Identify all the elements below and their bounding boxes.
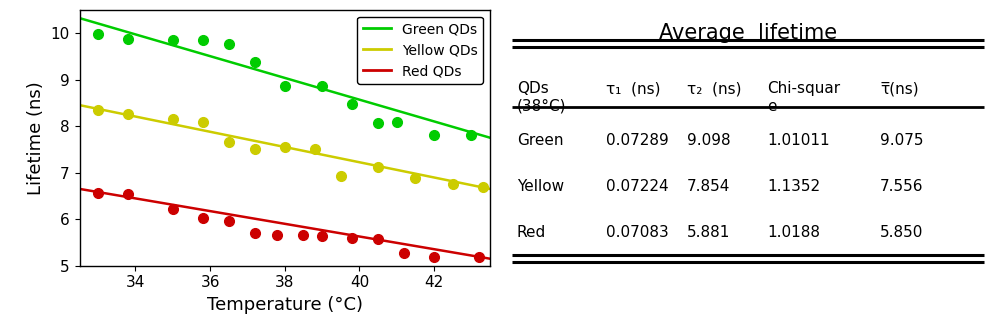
Text: τ₁  (ns): τ₁ (ns) bbox=[606, 81, 661, 96]
Text: 0.07289: 0.07289 bbox=[606, 133, 669, 147]
Text: Average  lifetime: Average lifetime bbox=[659, 23, 837, 42]
Text: Chi-squar
e: Chi-squar e bbox=[767, 81, 840, 114]
Text: 7.556: 7.556 bbox=[881, 179, 923, 194]
Text: 9.098: 9.098 bbox=[687, 133, 731, 147]
Text: 5.881: 5.881 bbox=[687, 225, 730, 240]
Text: τ₂  (ns): τ₂ (ns) bbox=[687, 81, 742, 96]
Text: 7.854: 7.854 bbox=[687, 179, 730, 194]
Text: τ̅(ns): τ̅(ns) bbox=[881, 81, 918, 96]
Text: 0.07083: 0.07083 bbox=[606, 225, 669, 240]
Text: Green: Green bbox=[517, 133, 564, 147]
Text: 5.850: 5.850 bbox=[881, 225, 923, 240]
X-axis label: Temperature (°C): Temperature (°C) bbox=[207, 296, 363, 314]
Text: 1.0188: 1.0188 bbox=[767, 225, 820, 240]
Legend: Green QDs, Yellow QDs, Red QDs: Green QDs, Yellow QDs, Red QDs bbox=[357, 17, 483, 84]
Text: 1.1352: 1.1352 bbox=[767, 179, 820, 194]
Y-axis label: Lifetime (ns): Lifetime (ns) bbox=[27, 81, 45, 195]
Text: QDs
(38°C): QDs (38°C) bbox=[517, 81, 567, 114]
Text: Red: Red bbox=[517, 225, 546, 240]
Text: 1.01011: 1.01011 bbox=[767, 133, 830, 147]
Text: 0.07224: 0.07224 bbox=[606, 179, 669, 194]
Text: 9.075: 9.075 bbox=[881, 133, 923, 147]
Text: Yellow: Yellow bbox=[517, 179, 564, 194]
